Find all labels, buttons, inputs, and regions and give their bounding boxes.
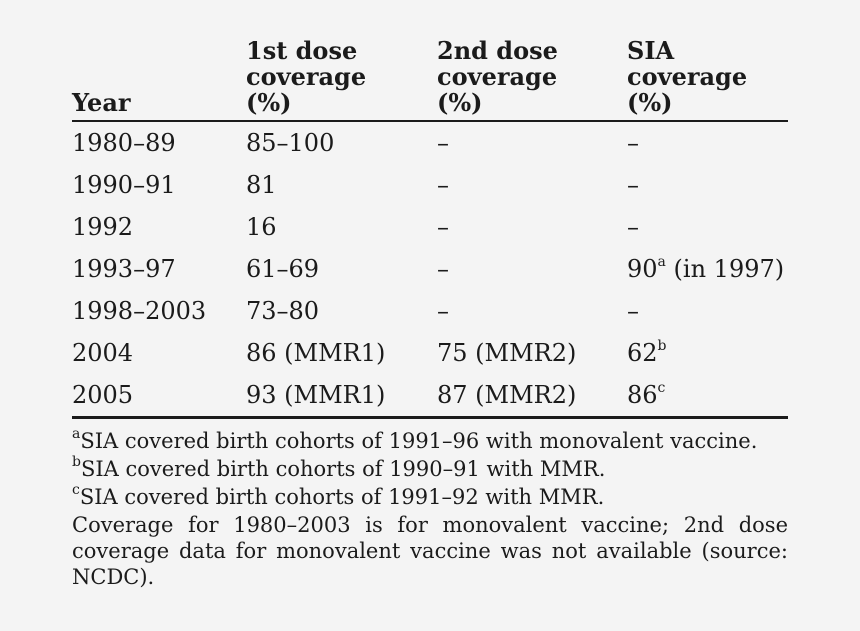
footnote-mark: a xyxy=(657,254,666,270)
cell-year: 2004 xyxy=(72,339,134,367)
footnote-mark: c xyxy=(72,482,80,498)
cell-year: 2005 xyxy=(72,374,246,419)
table-notes: aSIA covered birth cohorts of 1991–96 wi… xyxy=(72,427,788,590)
cell-first-dose: 86 (MMR1) xyxy=(246,339,386,367)
header-first-dose: 1st dose coverage (%) xyxy=(246,38,437,122)
cell-first-dose: 81 xyxy=(246,171,277,199)
table-row: 1993–97 61–69 – 90a (in 1997) xyxy=(72,248,788,290)
table-row: 1990–91 81 – – xyxy=(72,164,788,206)
table-row: 2004 86 (MMR1) 75 (MMR2) 62b xyxy=(72,332,788,374)
cell-second-dose: – xyxy=(437,255,449,283)
table-row: 1998–2003 73–80 – – xyxy=(72,290,788,332)
cell-sia: 86c xyxy=(627,374,788,419)
cell-year: 1980–89 xyxy=(72,129,176,157)
footnote-mark: c xyxy=(657,380,666,396)
footnote-mark: a xyxy=(72,426,81,442)
cell-second-dose: – xyxy=(437,213,449,241)
table-row: 1980–89 85–100 – – xyxy=(72,121,788,164)
table-row: 1992 16 – – xyxy=(72,206,788,248)
table-header-row: Year 1st dose coverage (%) 2nd dose cove… xyxy=(72,38,788,122)
sia-note: (in 1997) xyxy=(673,255,785,283)
cell-year: 1998–2003 xyxy=(72,297,207,325)
coverage-table: Year 1st dose coverage (%) 2nd dose cove… xyxy=(72,38,788,419)
footnote-mark: b xyxy=(657,338,667,354)
header-year: Year xyxy=(72,38,246,122)
header-sia: SIA coverage (%) xyxy=(627,38,788,122)
cell-sia: – xyxy=(627,129,639,157)
cell-year: 1990–91 xyxy=(72,171,176,199)
cell-sia: 62b xyxy=(627,338,667,367)
footnote-c: cSIA covered birth cohorts of 1991–92 wi… xyxy=(72,482,605,509)
cell-first-dose: 93 (MMR1) xyxy=(246,374,437,419)
table-row: 2005 93 (MMR1) 87 (MMR2) 86c xyxy=(72,374,788,419)
cell-sia: 90a (in 1997) xyxy=(627,254,785,283)
header-second-dose: 2nd dose coverage (%) xyxy=(437,38,627,122)
cell-sia: – xyxy=(627,171,639,199)
footnote-b: bSIA covered birth cohorts of 1990–91 wi… xyxy=(72,454,606,481)
coverage-table-container: Year 1st dose coverage (%) 2nd dose cove… xyxy=(72,38,788,590)
cell-sia: – xyxy=(627,213,639,241)
cell-second-dose: – xyxy=(437,297,449,325)
footnote-mark: b xyxy=(72,454,81,470)
general-note: Coverage for 1980–2003 is for monovalent… xyxy=(72,513,788,589)
cell-second-dose: 75 (MMR2) xyxy=(437,339,577,367)
footnote-a: aSIA covered birth cohorts of 1991–96 wi… xyxy=(72,426,758,453)
cell-second-dose: 87 (MMR2) xyxy=(437,374,627,419)
cell-first-dose: 16 xyxy=(246,213,277,241)
cell-second-dose: – xyxy=(437,129,449,157)
cell-year: 1993–97 xyxy=(72,255,176,283)
cell-first-dose: 61–69 xyxy=(246,255,320,283)
cell-year: 1992 xyxy=(72,213,134,241)
cell-second-dose: – xyxy=(437,171,449,199)
cell-first-dose: 85–100 xyxy=(246,129,335,157)
cell-sia: – xyxy=(627,297,639,325)
cell-first-dose: 73–80 xyxy=(246,297,320,325)
